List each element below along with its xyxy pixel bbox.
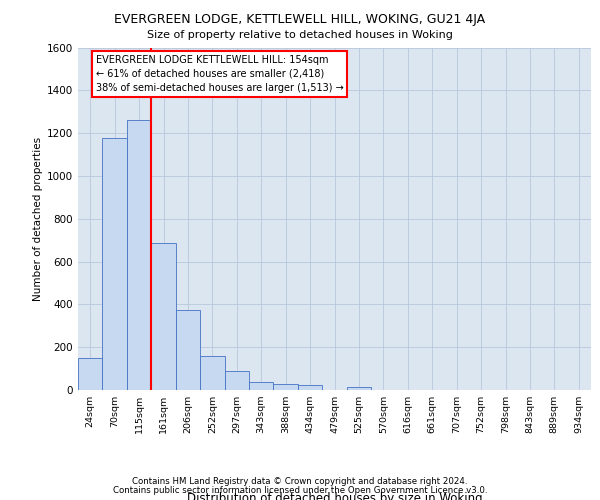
Bar [176,310,200,390]
Text: EVERGREEN LODGE KETTLEWELL HILL: 154sqm
← 61% of detached houses are smaller (2,: EVERGREEN LODGE KETTLEWELL HILL: 154sqm … [95,55,343,93]
Bar [151,244,176,390]
X-axis label: Distribution of detached houses by size in Woking: Distribution of detached houses by size … [187,492,482,500]
Text: Size of property relative to detached houses in Woking: Size of property relative to detached ho… [147,30,453,40]
Bar [127,120,151,390]
Y-axis label: Number of detached properties: Number of detached properties [33,136,43,301]
Bar [78,358,103,390]
Text: Contains HM Land Registry data © Crown copyright and database right 2024.: Contains HM Land Registry data © Crown c… [132,477,468,486]
Bar [347,386,371,390]
Bar [249,382,274,390]
Bar [274,384,298,390]
Text: Contains public sector information licensed under the Open Government Licence v3: Contains public sector information licen… [113,486,487,495]
Bar [224,370,249,390]
Bar [200,356,224,390]
Bar [298,386,322,390]
Bar [103,138,127,390]
Text: EVERGREEN LODGE, KETTLEWELL HILL, WOKING, GU21 4JA: EVERGREEN LODGE, KETTLEWELL HILL, WOKING… [115,12,485,26]
